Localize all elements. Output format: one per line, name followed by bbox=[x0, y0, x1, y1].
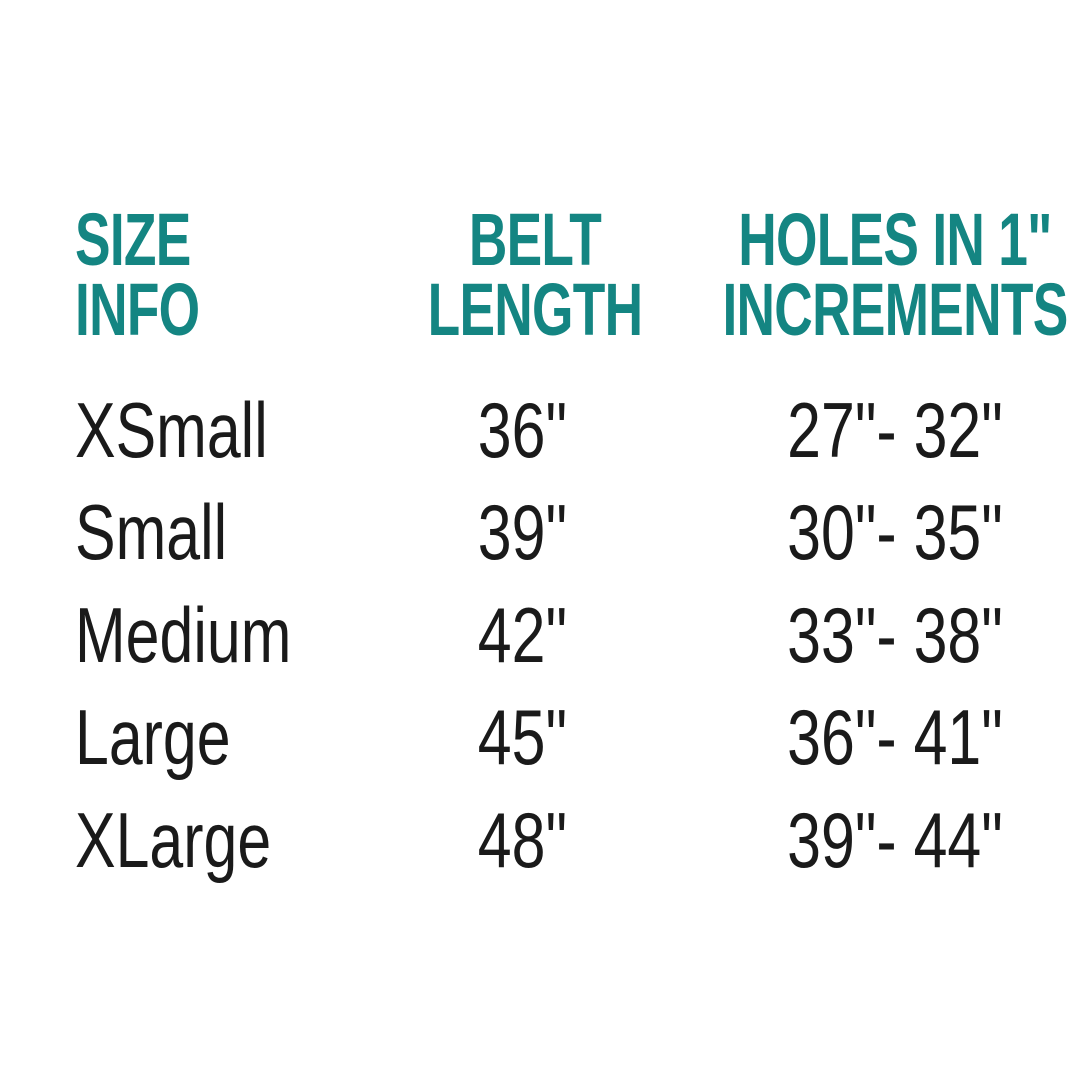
header-line: INCREMENTS bbox=[722, 268, 1068, 351]
size-cell: Large bbox=[75, 693, 231, 781]
holes-cell: 27"- 32" bbox=[787, 386, 1003, 474]
holes-cell: 33"- 38" bbox=[787, 591, 1003, 679]
table-row: XSmall 36" 27"- 32" bbox=[0, 385, 1080, 489]
holes-cell: 36"- 41" bbox=[787, 693, 1003, 781]
belt-cell: 48" bbox=[477, 796, 568, 884]
belt-cell: 45" bbox=[477, 693, 568, 781]
table-row: Medium 42" 33"- 38" bbox=[0, 590, 1080, 694]
header-line: HOLES IN 1" bbox=[738, 198, 1052, 281]
belt-cell: 36" bbox=[477, 386, 568, 474]
table-row: Small 39" 30"- 35" bbox=[0, 487, 1080, 591]
belt-cell: 39" bbox=[477, 488, 568, 576]
header-line: SIZE bbox=[75, 198, 191, 281]
holes-cell: 30"- 35" bbox=[787, 488, 1003, 576]
belt-cell: 42" bbox=[477, 591, 568, 679]
size-cell: XSmall bbox=[75, 386, 268, 474]
size-cell: Small bbox=[75, 488, 228, 576]
table-row: XLarge 48" 39"- 44" bbox=[0, 795, 1080, 899]
header-line: INFO bbox=[75, 268, 200, 351]
header-line: LENGTH bbox=[427, 268, 643, 351]
header-line: BELT bbox=[468, 198, 602, 281]
size-cell: Medium bbox=[75, 591, 292, 679]
holes-cell: 39"- 44" bbox=[787, 796, 1003, 884]
size-cell: XLarge bbox=[75, 796, 272, 884]
header-size-info: SIZE INFO bbox=[75, 198, 200, 351]
table-row: Large 45" 36"- 41" bbox=[0, 692, 1080, 796]
